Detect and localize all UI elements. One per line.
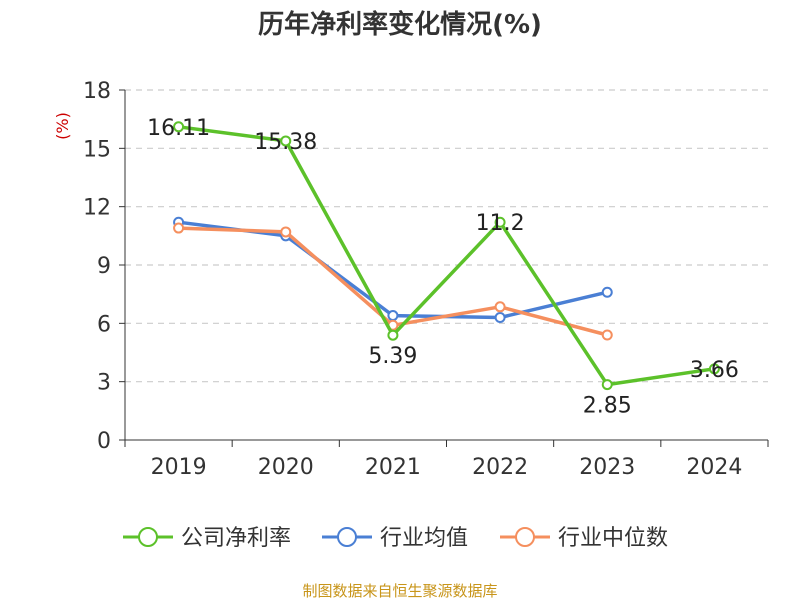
axes: 0 3 6 9 12 15 18 2019 2020 2021 2022 2023 2024 <box>83 79 769 480</box>
data-point[interactable] <box>387 329 399 341</box>
legend[interactable]: 公司净利率 行业均值 行业中位数 <box>123 526 668 551</box>
data-point[interactable] <box>494 312 506 323</box>
data-label: 11.2 <box>476 211 525 236</box>
data-label: 16.11 <box>147 116 210 141</box>
y-tick-label: 9 <box>97 254 111 279</box>
legend-label: 公司净利率 <box>181 526 291 551</box>
data-point[interactable] <box>494 301 506 313</box>
legend-item-2[interactable]: 行业中位数 <box>500 526 668 551</box>
x-tick-label: 2024 <box>686 455 742 480</box>
series <box>173 121 720 391</box>
data-point[interactable] <box>173 121 185 133</box>
legend-label: 行业均值 <box>380 526 468 551</box>
y-tick-label: 12 <box>83 196 111 221</box>
data-labels: 16.11 15.38 5.39 11.2 2.85 3.66 <box>147 116 739 419</box>
legend-item-0[interactable]: 公司净利率 <box>123 526 291 551</box>
data-point[interactable] <box>387 310 399 322</box>
legend-circle-marker <box>138 527 158 547</box>
series-line-1 <box>176 220 610 320</box>
data-point[interactable] <box>708 363 720 375</box>
series-line-0 <box>176 125 717 387</box>
y-tick-label: 3 <box>97 371 111 396</box>
chart-title: 历年净利率变化情况(%) <box>258 9 542 40</box>
legend-item-1[interactable]: 行业均值 <box>322 526 468 551</box>
x-tick-label: 2019 <box>151 455 207 480</box>
data-label: 3.66 <box>690 358 739 383</box>
y-tick-label: 18 <box>83 79 111 104</box>
y-tick-label: 6 <box>97 312 111 337</box>
x-tick-label: 2020 <box>258 455 314 480</box>
x-tick-label: 2021 <box>365 455 421 480</box>
data-point[interactable] <box>280 135 292 147</box>
data-label: 2.85 <box>583 394 632 419</box>
data-point[interactable] <box>601 286 613 298</box>
data-point[interactable] <box>601 379 613 391</box>
y-tick-label: 0 <box>97 429 111 454</box>
legend-circle-marker <box>337 527 357 547</box>
legend-circle-marker <box>515 527 535 547</box>
source-note: 制图数据来自恒生聚源数据库 <box>302 582 497 600</box>
y-axis-unit: (%) <box>53 112 72 140</box>
y-tick-label: 15 <box>83 137 111 162</box>
data-point[interactable] <box>280 226 292 238</box>
x-tick-label: 2022 <box>472 455 528 480</box>
data-label: 5.39 <box>368 344 417 369</box>
data-point[interactable] <box>494 216 506 228</box>
data-point[interactable] <box>601 329 613 341</box>
x-tick-label: 2023 <box>579 455 635 480</box>
legend-label: 行业中位数 <box>558 526 668 551</box>
grid <box>125 89 768 383</box>
data-point[interactable] <box>173 222 185 234</box>
data-label: 15.38 <box>254 130 317 155</box>
